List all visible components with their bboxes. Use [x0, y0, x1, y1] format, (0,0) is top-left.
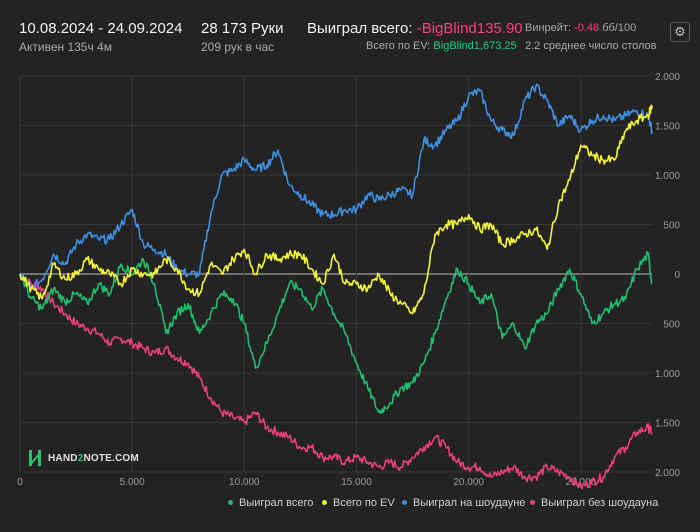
logo-text: HAND2NOTE.COM [48, 452, 139, 464]
date-range: 10.08.2024 - 24.09.2024 [19, 20, 183, 37]
y-tick-label: 500 [663, 320, 680, 331]
won-total-value: -BigBlind135.90 [416, 20, 523, 37]
header: 10.08.2024 - 24.09.2024 Активен 135ч 4м … [0, 0, 700, 62]
x-tick-label: 15.000 [341, 477, 372, 488]
legend-item-non-showdown[interactable]: Выиграл без шоудауна [530, 497, 658, 509]
legend-item-ev[interactable]: Всего по EV [322, 497, 395, 509]
legend-dot-icon [530, 499, 535, 505]
chart-legend: Выиграл всего Всего по EV Выиграл на шоу… [0, 497, 700, 515]
gear-icon[interactable]: ⚙ [670, 22, 690, 42]
series-non-showdown-line [19, 273, 653, 490]
winrate-value: -0.48 [574, 22, 600, 34]
winrate-label: Винрейт: [525, 22, 572, 34]
x-tick-label: 5.000 [120, 477, 145, 488]
hands-count: 28 173 Руки [201, 20, 284, 37]
logo: HAND2NOTE.COM [28, 448, 139, 468]
y-tick-label: 1.000 [655, 171, 680, 182]
series-showdown-line [19, 83, 653, 291]
legend-item-won-total[interactable]: Выиграл всего [228, 497, 313, 509]
y-tick-label: 2.000 [655, 72, 680, 83]
ev-total-label: Всего по EV: [366, 40, 431, 52]
y-tick-label: 2.000 [655, 468, 680, 479]
y-tick-label: 500 [663, 221, 680, 232]
series-ev-line [19, 104, 653, 315]
y-tick-label: 0 [674, 270, 680, 281]
legend-dot-icon [228, 499, 233, 505]
ev-total: Всего по EV: BigBlind1,673.25 [366, 40, 517, 52]
y-tick-label: 1.500 [655, 122, 680, 133]
x-tick-label: 20.000 [453, 477, 484, 488]
winrate: Винрейт: -0.48 бб/100 [525, 22, 636, 34]
hands-per-hour: 209 рук в час [201, 40, 275, 54]
x-tick-label: 25.000 [566, 477, 597, 488]
x-tick-label: 0 [17, 477, 23, 488]
legend-dot-icon [402, 499, 407, 505]
series-won-total-line [19, 251, 653, 415]
won-total: Выиграл всего: -BigBlind135.90 [307, 20, 523, 37]
won-total-label: Выиграл всего: [307, 20, 413, 37]
y-tick-label: 1.500 [655, 419, 680, 430]
avg-tables: 2.2 среднее число столов [525, 40, 657, 52]
logo-mark-icon [28, 449, 42, 467]
active-time: Активен 135ч 4м [19, 40, 112, 54]
chart-area: 2.000 1.500 1.000 500 0 500 1.000 1.500 2.000 0 5.… [0, 62, 700, 527]
legend-item-showdown[interactable]: Выиграл на шоудауне [402, 497, 525, 509]
ev-total-value: BigBlind1,673.25 [433, 40, 517, 52]
legend-dot-icon [322, 499, 327, 505]
winrate-unit: бб/100 [602, 22, 637, 34]
x-tick-label: 10.000 [229, 477, 260, 488]
profit-chart: 2.000 1.500 1.000 500 0 500 1.000 1.500 2.000 0 5.… [17, 72, 680, 490]
y-tick-label: 1.000 [655, 369, 680, 380]
